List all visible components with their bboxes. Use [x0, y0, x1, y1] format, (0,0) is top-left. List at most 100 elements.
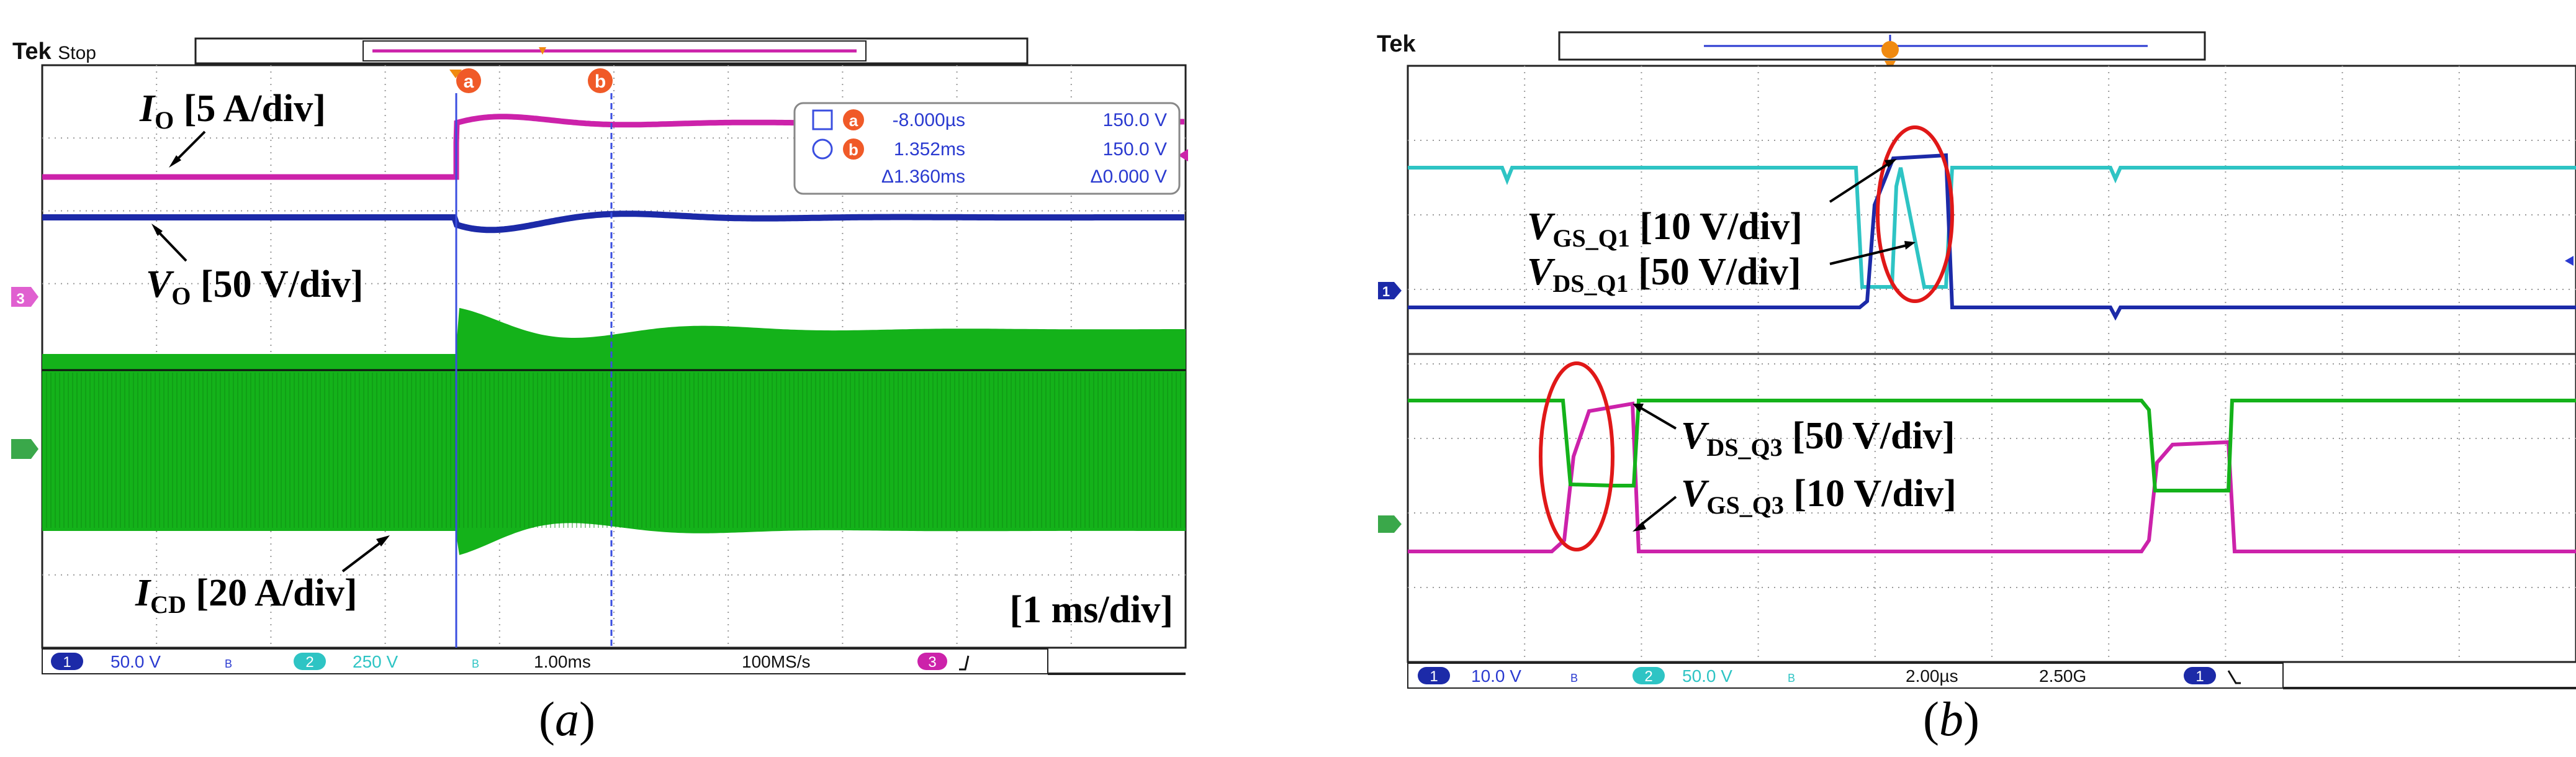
- grid-dot: [1524, 656, 1526, 657]
- grid-dot: [1799, 512, 1800, 514]
- grid-dot: [2225, 296, 2227, 297]
- ch1-badge-b[interactable]: [1418, 667, 1450, 684]
- grid-dot: [1457, 363, 1459, 365]
- grid-dot: [1141, 210, 1142, 212]
- grid-dot: [2227, 214, 2228, 215]
- grid-dot: [156, 537, 158, 538]
- grid-dot: [727, 581, 729, 582]
- grid-dot: [1408, 363, 1409, 365]
- grid-dot: [384, 171, 386, 172]
- grid-dot: [2341, 414, 2343, 415]
- grid-dot: [1706, 438, 1707, 439]
- grid-dot: [204, 574, 205, 576]
- ch2-badge-b[interactable]: [1633, 667, 1665, 684]
- grid-dot: [270, 183, 272, 184]
- readout-delta-value: Δ0.000 V: [1091, 166, 1167, 187]
- readout-a-time: -8.000µs: [893, 110, 965, 130]
- grid-dot: [1557, 214, 1558, 215]
- grid-dot: [2341, 364, 2343, 365]
- grid-dot: [1712, 214, 1713, 215]
- grid-dot: [1923, 140, 1924, 141]
- grid-dot: [1524, 221, 1526, 222]
- grid-dot: [365, 574, 366, 576]
- grid-dot: [1544, 363, 1546, 365]
- grid-dot: [2458, 445, 2460, 446]
- grid-dot: [2341, 581, 2343, 582]
- grid-dot: [1172, 574, 1173, 576]
- grid-dot: [2458, 128, 2460, 129]
- grid-dot: [1997, 289, 1999, 290]
- grid-dot: [1488, 512, 1490, 514]
- grid-dot: [2264, 512, 2266, 514]
- grid-dot: [2225, 171, 2227, 173]
- grid-dot: [2108, 519, 2110, 520]
- grid-dot: [956, 289, 958, 290]
- grid-dot: [2458, 221, 2460, 222]
- grid-dot: [2438, 438, 2439, 439]
- grid-dot: [1757, 190, 1759, 191]
- grid-dot: [2134, 363, 2135, 365]
- grid-dot: [1600, 512, 1601, 514]
- grid-dot: [1524, 252, 1526, 253]
- grid-dot: [1482, 438, 1484, 439]
- grid-dot: [2225, 432, 2227, 433]
- grid-dot: [2108, 358, 2110, 359]
- grid-dot: [1524, 72, 1526, 73]
- grid-dot: [842, 196, 844, 197]
- grid-dot: [750, 210, 751, 212]
- grid-dot: [2271, 587, 2272, 588]
- grid-dot: [1641, 389, 1642, 390]
- grid-dot: [270, 587, 272, 588]
- grid-dot: [86, 574, 87, 576]
- grid-dot: [1091, 574, 1092, 576]
- grid-dot: [2225, 97, 2227, 98]
- grid-dot: [2122, 587, 2123, 588]
- grid-dot: [2084, 512, 2086, 514]
- grid-dot: [727, 152, 729, 153]
- ch3-badge[interactable]: [917, 653, 947, 670]
- grid-dot: [1433, 512, 1434, 514]
- grid-dot: [613, 643, 615, 644]
- grid-dot: [222, 574, 223, 576]
- grid-dot: [166, 210, 168, 212]
- grid-dot: [2115, 363, 2117, 365]
- grid-dot: [1687, 363, 1688, 365]
- grid-dot: [498, 171, 500, 172]
- grid-dot: [2289, 438, 2290, 439]
- grid-dot: [498, 289, 500, 290]
- grid-dot: [1757, 271, 1759, 272]
- grid-dot: [1135, 574, 1136, 576]
- ch1-badge[interactable]: [51, 653, 83, 670]
- grid-dot: [2225, 519, 2227, 520]
- grid-dot: [502, 210, 503, 212]
- panel-a: Tek Stop a b 3: [0, 0, 1192, 757]
- trigger-source-badge[interactable]: [2184, 667, 2216, 684]
- grid-dot: [2225, 140, 2227, 142]
- grid-dot: [384, 556, 386, 557]
- grid-dot: [1874, 196, 1876, 197]
- grid-dot: [1073, 283, 1074, 284]
- grid-dot: [1641, 501, 1642, 502]
- grid-dot: [2382, 140, 2384, 141]
- ch2-badge[interactable]: [294, 653, 326, 670]
- grid-dot: [1948, 289, 1949, 290]
- grid-dot: [893, 574, 894, 576]
- grid-dot: [1799, 363, 1800, 365]
- grid-dot: [117, 574, 118, 576]
- grid-dot: [1942, 438, 1943, 439]
- grid-dot: [2308, 140, 2309, 141]
- grid-dot: [2258, 438, 2259, 439]
- grid-dot: [613, 165, 615, 166]
- grid-dot: [2370, 512, 2371, 514]
- grid-dot: [2538, 140, 2539, 141]
- grid-dot: [2225, 544, 2227, 545]
- grid-dot: [2108, 190, 2110, 191]
- grid-dot: [1712, 438, 1713, 439]
- grid-dot: [2225, 438, 2227, 440]
- grid-dot: [2444, 438, 2446, 439]
- grid-dot: [2225, 227, 2227, 229]
- grid-dot: [1793, 140, 1794, 141]
- grid-dot: [1513, 587, 1515, 588]
- grid-dot: [713, 210, 714, 212]
- grid-dot: [498, 158, 500, 160]
